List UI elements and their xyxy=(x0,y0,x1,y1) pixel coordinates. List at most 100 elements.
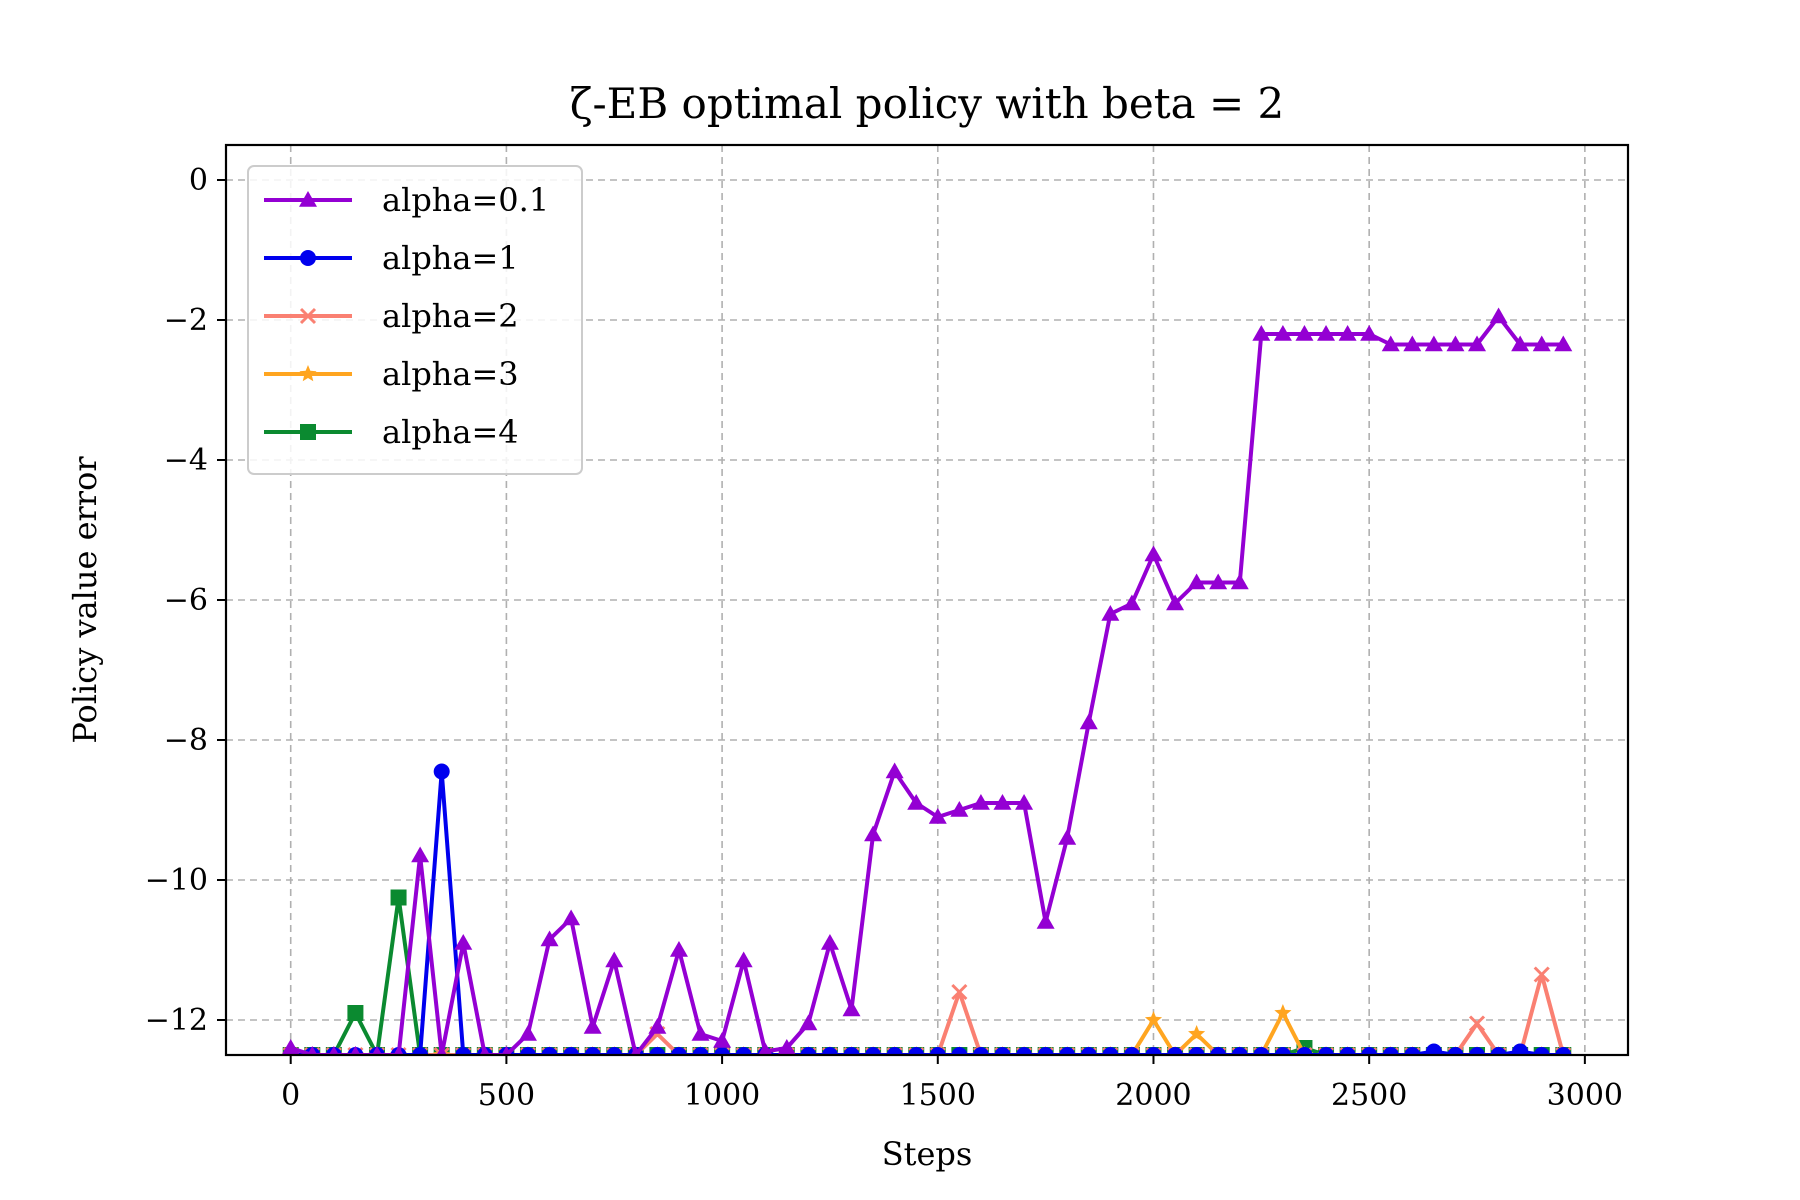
data-point xyxy=(390,889,407,906)
data-point xyxy=(908,1047,925,1055)
data-point xyxy=(692,1047,709,1055)
x-tick-label: 0 xyxy=(281,1078,300,1113)
y-tick-label: −12 xyxy=(145,1003,208,1038)
data-point xyxy=(928,808,947,824)
legend-label: alpha=2 xyxy=(382,297,519,335)
data-point xyxy=(583,1018,602,1034)
legend-item: alpha=2 xyxy=(264,297,519,335)
data-point xyxy=(1512,1043,1529,1055)
data-point xyxy=(519,1047,536,1055)
data-point xyxy=(1318,1047,1335,1055)
data-point xyxy=(1533,1047,1550,1055)
data-point xyxy=(1424,335,1443,352)
x-tick-label: 2500 xyxy=(1331,1078,1407,1113)
data-point xyxy=(584,1047,601,1055)
data-point xyxy=(758,1042,773,1055)
series-line xyxy=(290,769,1564,1055)
data-point xyxy=(1532,335,1551,352)
y-tick-label: 0 xyxy=(189,163,208,198)
data-point xyxy=(412,1047,429,1055)
x-tick-label: 2000 xyxy=(1115,1078,1191,1113)
data-point xyxy=(971,794,990,810)
legend-item: alpha=0.1 xyxy=(264,181,549,219)
x-tick-label: 3000 xyxy=(1547,1078,1623,1113)
legend-marker xyxy=(299,365,317,382)
series-alpha=4 xyxy=(282,889,1572,1055)
legend-label: alpha=1 xyxy=(382,239,519,277)
data-point xyxy=(735,1047,752,1055)
data-point xyxy=(1080,1047,1097,1055)
data-point xyxy=(1511,335,1530,352)
data-point xyxy=(393,1046,404,1055)
data-point xyxy=(1295,325,1314,341)
data-point xyxy=(347,1005,364,1021)
legend-label: alpha=0.1 xyxy=(382,181,549,219)
data-point xyxy=(648,1018,667,1034)
data-point xyxy=(605,951,624,968)
data-point xyxy=(1036,913,1055,929)
data-point xyxy=(1381,335,1400,352)
data-point xyxy=(1188,1047,1205,1055)
data-point xyxy=(1404,1047,1421,1055)
legend-item: alpha=3 xyxy=(264,355,519,393)
data-point xyxy=(777,1039,796,1055)
x-axis-label: Steps xyxy=(882,1135,973,1173)
data-point xyxy=(864,825,883,842)
legend-marker xyxy=(300,250,316,266)
data-point xyxy=(1274,1004,1292,1021)
data-point xyxy=(433,763,450,780)
data-point xyxy=(350,1046,361,1055)
data-point xyxy=(455,1047,472,1055)
data-point xyxy=(1533,966,1550,983)
y-tick-label: −10 xyxy=(145,863,208,898)
data-point xyxy=(1489,307,1508,324)
data-point xyxy=(1403,335,1422,352)
data-point xyxy=(1490,1047,1507,1055)
data-point xyxy=(606,1047,623,1055)
data-point xyxy=(886,1047,903,1055)
data-point xyxy=(1144,1011,1163,1028)
data-point xyxy=(843,1047,860,1055)
y-axis-label: Policy value error xyxy=(66,456,104,744)
legend: alpha=0.1 alpha=1 alpha=2 alpha=3 alpha=4 xyxy=(247,165,583,475)
data-point xyxy=(1361,1047,1378,1055)
data-point xyxy=(1188,1025,1206,1042)
data-point xyxy=(907,794,926,810)
data-point xyxy=(821,1047,838,1055)
y-tick-label: −2 xyxy=(164,303,208,338)
x-axis: 0 500 1000 1500 2000 2500 3000 xyxy=(281,1055,1623,1113)
data-point xyxy=(1122,594,1141,611)
y-tick-label: −8 xyxy=(164,723,208,758)
data-point xyxy=(518,1025,537,1041)
data-point xyxy=(1296,1047,1313,1055)
data-point xyxy=(649,1047,666,1055)
data-point xyxy=(691,1025,710,1041)
data-point xyxy=(972,1047,989,1055)
data-point xyxy=(1446,335,1465,352)
data-point xyxy=(563,1047,580,1055)
data-point xyxy=(281,1039,300,1055)
data-point xyxy=(1037,1047,1054,1055)
chart-title: ζ-EB optimal policy with beta = 2 xyxy=(570,79,1285,128)
data-point xyxy=(328,1046,339,1055)
series-layer xyxy=(281,307,1573,1055)
data-point xyxy=(1273,325,1292,341)
data-point xyxy=(1339,1047,1356,1055)
data-point xyxy=(800,1047,817,1055)
data-point xyxy=(479,1046,490,1055)
data-point xyxy=(1187,573,1206,590)
data-point xyxy=(1058,829,1077,845)
data-point xyxy=(1252,325,1271,341)
data-point xyxy=(1101,605,1120,621)
legend-marker xyxy=(299,191,317,207)
data-point xyxy=(1382,1047,1399,1055)
data-point xyxy=(929,1047,946,1055)
x-tick-label: 500 xyxy=(478,1078,535,1113)
data-point xyxy=(411,846,430,863)
data-point xyxy=(1209,573,1228,590)
data-point xyxy=(540,930,559,947)
data-point xyxy=(1425,1043,1442,1055)
x-tick-label: 1500 xyxy=(900,1078,976,1113)
data-point xyxy=(714,1047,731,1055)
